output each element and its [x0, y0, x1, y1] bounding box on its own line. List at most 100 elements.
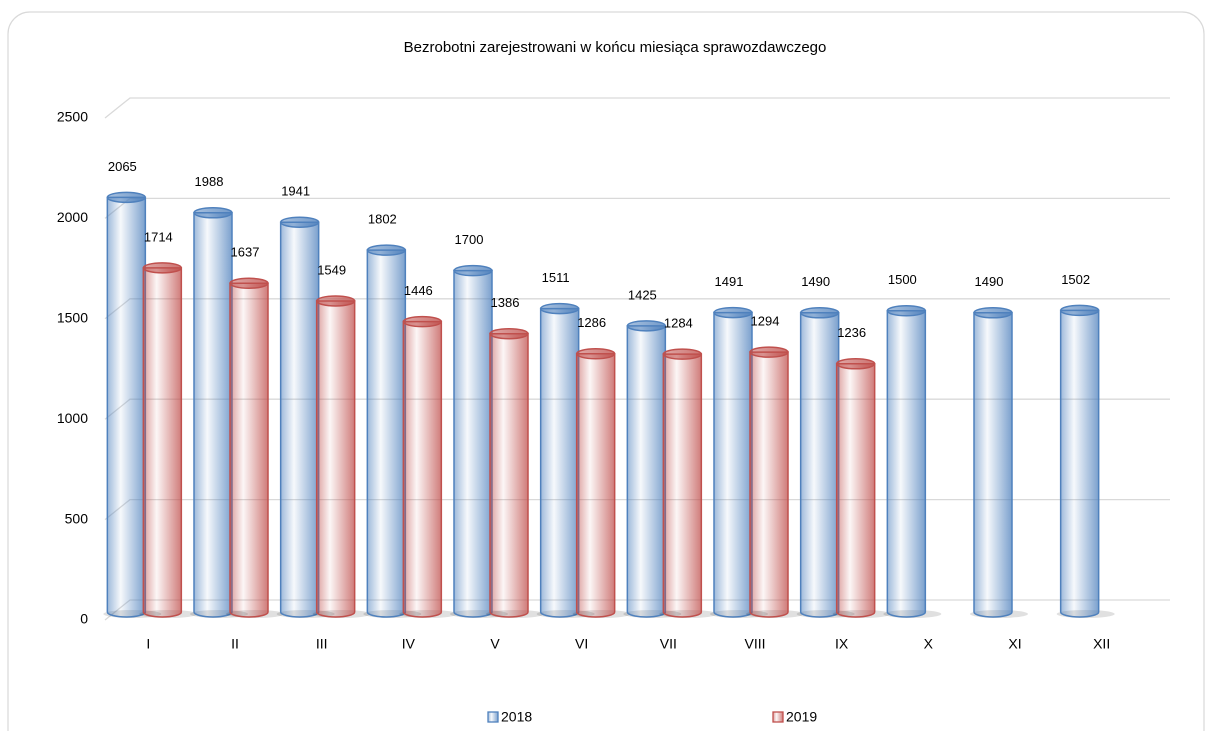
bar [402, 320, 443, 618]
x-tick-label: IX [835, 636, 849, 652]
bar-top [402, 315, 443, 328]
bar [279, 221, 320, 618]
x-tick-label: V [490, 636, 500, 652]
bar-top [749, 346, 789, 358]
cylinder [1056, 304, 1115, 618]
data-label: 1511 [542, 270, 570, 285]
data-label: 1802 [368, 212, 397, 227]
data-label: 1490 [801, 274, 830, 289]
bar-top [835, 358, 876, 370]
y-tick-label: 1000 [57, 410, 88, 426]
bar-top [489, 327, 529, 340]
bar [229, 282, 269, 618]
bar [1059, 309, 1100, 618]
x-tick-label: VII [660, 636, 677, 652]
data-label: 1446 [404, 283, 433, 298]
x-tick-label: IV [402, 636, 416, 652]
data-label: 1637 [231, 245, 260, 260]
y-tick-label: 0 [80, 611, 88, 627]
bar-top [886, 305, 927, 317]
bar-top [142, 262, 183, 274]
data-label: 1714 [144, 229, 173, 244]
y-tick-label: 500 [65, 510, 89, 526]
data-label: 1294 [751, 314, 780, 329]
bar-top [626, 320, 667, 332]
data-label: 1490 [975, 274, 1004, 289]
bar-top [279, 216, 320, 228]
x-tick-label: II [231, 636, 239, 652]
data-label: 1284 [664, 316, 693, 331]
bar [886, 310, 927, 618]
bar-top [106, 191, 147, 204]
bar [106, 196, 147, 618]
x-tick-label: III [316, 636, 328, 652]
data-label: 1502 [1061, 272, 1090, 287]
legend-label: 2018 [501, 709, 532, 725]
bar [366, 249, 407, 618]
cylinder [832, 358, 891, 618]
bar [973, 312, 1013, 618]
data-label: 2065 [108, 159, 137, 174]
legend-swatch [487, 711, 499, 723]
bar [142, 267, 183, 618]
bar-top [366, 244, 407, 256]
bar [626, 325, 667, 618]
data-label: 1988 [195, 174, 224, 189]
y-tick-label: 2000 [57, 209, 88, 225]
cylinder [572, 348, 631, 618]
data-label: 1236 [837, 325, 866, 340]
cylinder [970, 307, 1028, 618]
cylinder [226, 277, 284, 618]
bar [749, 351, 789, 618]
data-label: 1425 [628, 287, 657, 302]
data-label: 1286 [577, 315, 606, 330]
data-label: 1941 [281, 184, 310, 199]
bar [315, 300, 356, 618]
bar-top [713, 306, 753, 319]
bar-top [662, 348, 703, 360]
bar-top [575, 348, 616, 360]
bar [835, 363, 876, 618]
cylinder [139, 262, 198, 618]
bar-top [193, 207, 233, 219]
x-tick-label: I [146, 636, 150, 652]
bar-top [1059, 304, 1100, 317]
legend-label: 2019 [786, 709, 817, 725]
cylinder [623, 320, 682, 618]
x-tick-label: X [924, 636, 934, 652]
data-label: 1386 [491, 295, 520, 310]
cylinder [746, 346, 804, 618]
bar-top [315, 295, 356, 307]
bar-top [973, 307, 1013, 319]
y-tick-label: 1500 [57, 310, 88, 326]
cylinder [486, 327, 544, 618]
cylinder [399, 315, 458, 618]
bar-top [539, 302, 580, 315]
cylinder [312, 295, 371, 618]
bar [489, 332, 529, 618]
chart-title: Bezrobotni zarejestrowani w końcu miesią… [404, 39, 827, 56]
data-label: 1700 [455, 232, 484, 247]
bar [575, 353, 616, 618]
bar [799, 312, 840, 618]
bar-top [453, 264, 493, 277]
bar-top [799, 307, 840, 319]
y-tick-label: 2500 [57, 109, 88, 125]
x-tick-label: VIII [744, 636, 765, 652]
cylinder [190, 207, 248, 618]
cylinder [883, 305, 942, 618]
bar [662, 353, 703, 618]
data-label: 1491 [715, 274, 744, 289]
bar [713, 311, 753, 618]
legend-swatch [772, 711, 784, 723]
x-tick-label: VI [575, 636, 588, 652]
data-label: 1500 [888, 272, 917, 287]
bar [193, 212, 233, 618]
cylinder [659, 348, 718, 618]
bar [539, 307, 580, 618]
data-label: 1549 [317, 262, 346, 277]
x-tick-label: XII [1093, 636, 1110, 652]
x-tick-label: XI [1008, 636, 1021, 652]
grid-line [104, 97, 1170, 119]
